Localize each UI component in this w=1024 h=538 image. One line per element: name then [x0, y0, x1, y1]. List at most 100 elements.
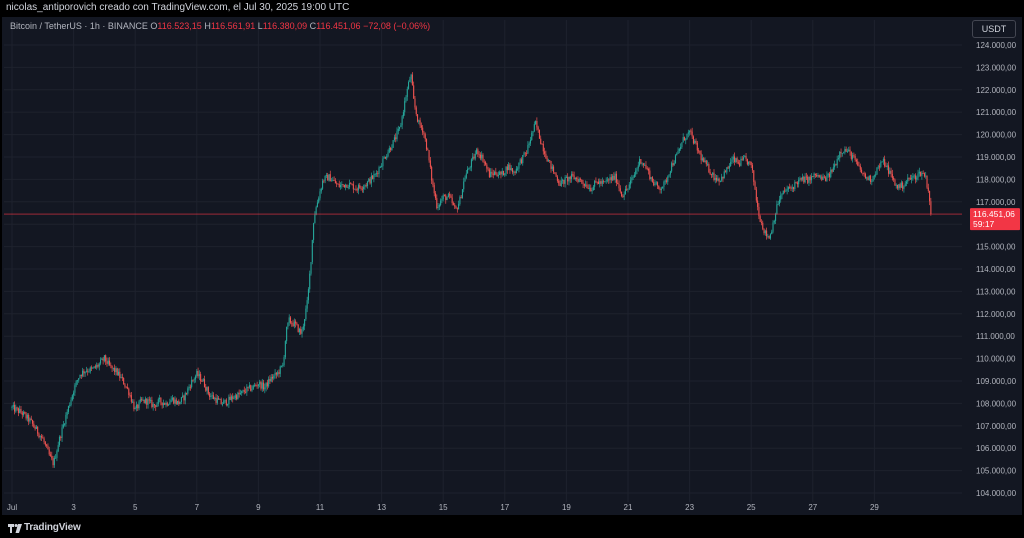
footer-brand: TradingView: [24, 522, 81, 533]
candle: [107, 357, 109, 366]
candle: [807, 174, 809, 185]
candle: [704, 157, 706, 163]
candle: [179, 401, 181, 405]
candle: [405, 95, 407, 103]
candle: [187, 386, 189, 396]
candle: [857, 158, 859, 167]
candle: [799, 176, 801, 182]
candle: [143, 399, 145, 404]
candle: [331, 177, 333, 182]
candle: [62, 420, 64, 429]
candle: [604, 181, 606, 183]
candle: [531, 130, 533, 141]
candle: [600, 179, 602, 187]
candle: [882, 157, 884, 165]
candle: [889, 167, 891, 175]
candle: [653, 178, 655, 187]
candle: [74, 383, 76, 397]
x-tick-label: 23: [685, 503, 694, 512]
candle: [570, 171, 573, 183]
candle: [663, 180, 665, 191]
candle: [490, 168, 492, 178]
candle: [188, 384, 190, 391]
candle: [519, 158, 521, 166]
candle: [746, 158, 748, 166]
candle: [541, 143, 543, 145]
candle: [351, 183, 353, 186]
candle: [893, 176, 895, 182]
candle: [189, 384, 191, 391]
candle: [740, 156, 742, 167]
candle: [891, 169, 893, 181]
candle: [646, 166, 648, 171]
candle: [758, 202, 760, 220]
candle: [817, 172, 819, 178]
candle: [282, 362, 284, 368]
candle: [887, 161, 890, 177]
y-tick-label: 109.000,00: [976, 377, 1017, 386]
candle: [562, 178, 564, 184]
candle: [192, 379, 194, 383]
candle: [89, 366, 91, 374]
candle: [615, 171, 617, 187]
candle: [691, 127, 693, 140]
candle: [618, 180, 620, 192]
candle: [596, 181, 598, 185]
candle: [339, 182, 342, 190]
chart-pane[interactable]: [2, 17, 1022, 515]
candle: [356, 187, 358, 193]
bar-countdown: 59:17: [973, 219, 995, 229]
candle: [431, 165, 433, 184]
candle: [287, 322, 289, 330]
candle: [780, 191, 782, 203]
candle: [528, 141, 530, 148]
candle: [105, 354, 107, 365]
candle: [248, 382, 250, 389]
candle: [48, 446, 50, 457]
y-tick-label: 105.000,00: [976, 467, 1017, 476]
candle: [146, 398, 148, 409]
candle: [587, 184, 589, 190]
candle: [116, 367, 118, 376]
footer-bar: TradingView: [0, 518, 1024, 538]
candle: [803, 175, 805, 184]
last-price-value: 116.451,06: [973, 209, 1015, 219]
candle: [612, 174, 614, 182]
candle: [914, 173, 917, 184]
candle: [278, 369, 280, 378]
candle: [477, 147, 479, 157]
currency-button[interactable]: USDT: [972, 20, 1016, 38]
candle: [468, 167, 470, 170]
candle: [434, 191, 437, 201]
candle: [322, 178, 324, 190]
candle: [311, 239, 313, 265]
candle: [233, 395, 235, 400]
candle: [749, 161, 751, 166]
candle: [201, 379, 203, 382]
candle: [785, 188, 787, 193]
candle: [46, 443, 48, 448]
candle: [390, 146, 392, 153]
y-tick-label: 112.000,00: [976, 310, 1016, 319]
candle: [852, 152, 854, 163]
x-tick-label: 29: [870, 503, 879, 512]
candle: [836, 155, 838, 169]
candle: [812, 176, 814, 178]
candle: [565, 175, 567, 179]
candle: [169, 398, 171, 405]
candle: [544, 147, 546, 157]
time-axis: Jul 3 5 7 9 11 13 15 17 19 21 23 25 27 29: [7, 503, 880, 512]
candle: [69, 402, 71, 408]
candle: [87, 368, 89, 376]
y-tick-label: 123.000,00: [976, 63, 1017, 72]
candle: [495, 167, 497, 176]
candle: [496, 172, 498, 177]
candle: [23, 410, 25, 417]
candle: [712, 172, 714, 178]
candle: [410, 73, 412, 84]
candle: [247, 386, 249, 392]
candle: [82, 367, 84, 378]
candle: [370, 172, 372, 188]
candle: [721, 173, 723, 182]
